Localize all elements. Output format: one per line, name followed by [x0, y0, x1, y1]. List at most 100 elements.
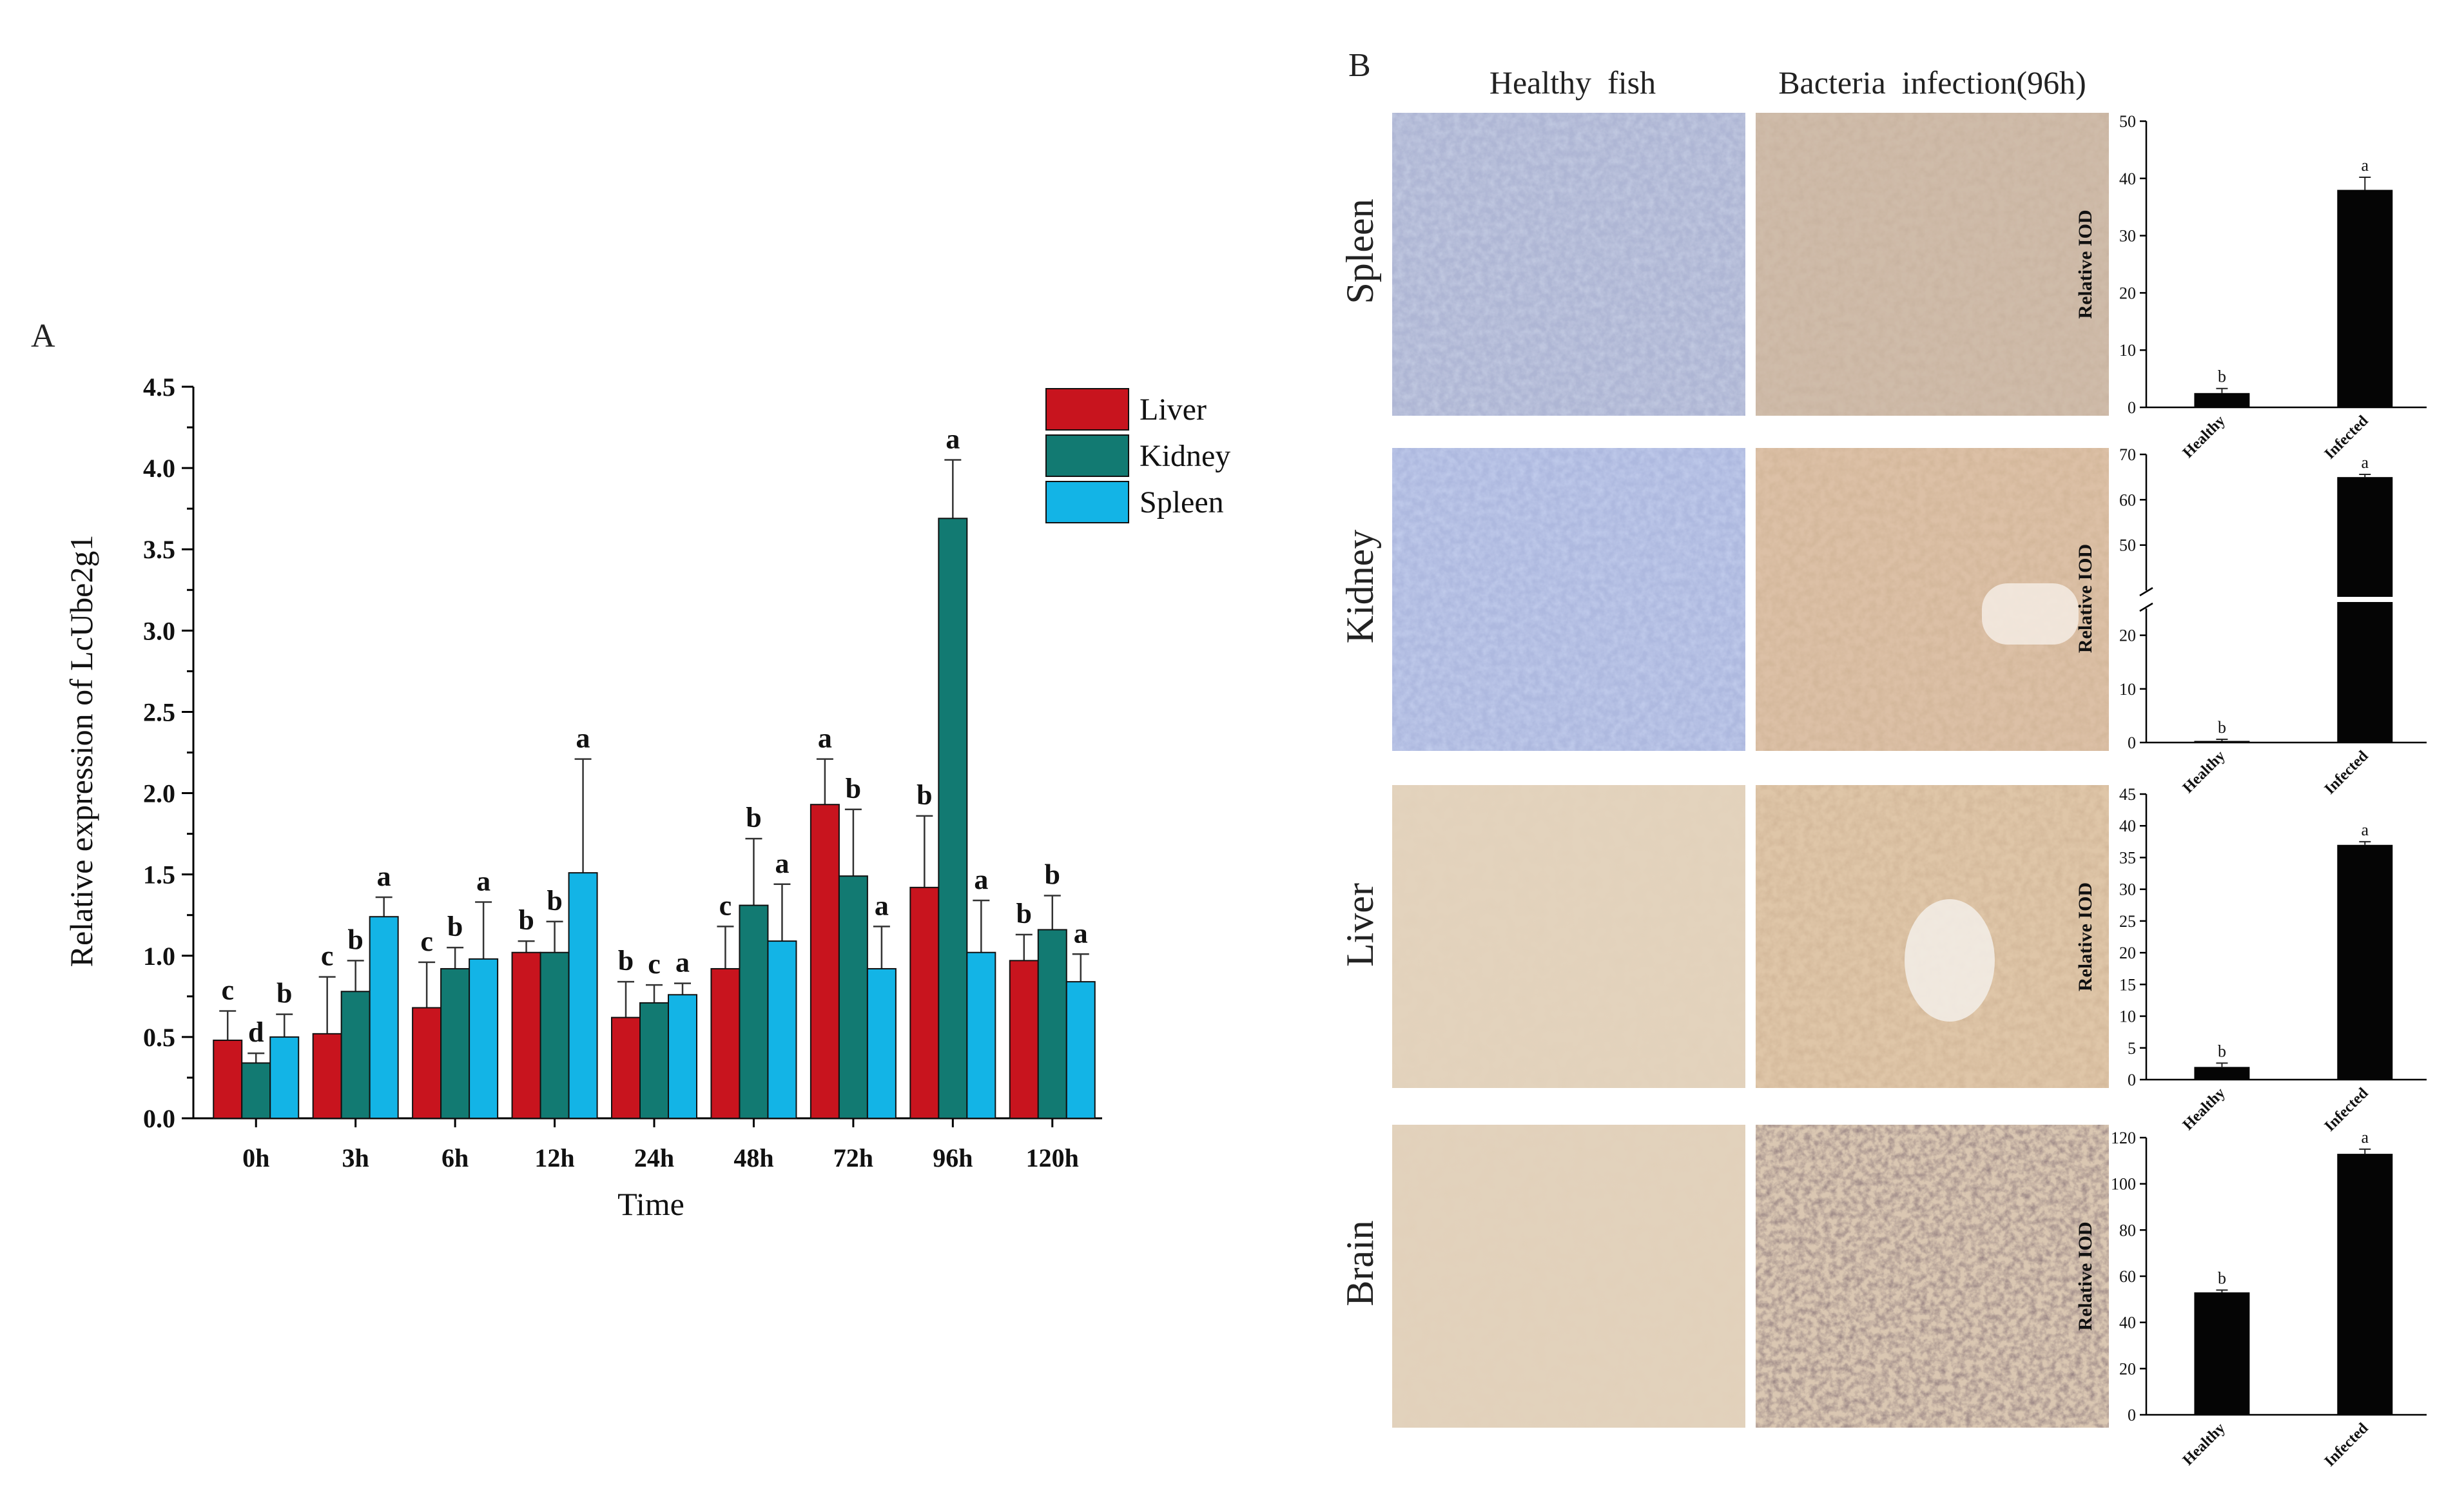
micrograph-spleen-healthy [1392, 113, 1745, 416]
row-label-brain: Brain [1339, 1220, 1381, 1306]
y-tick-label: 25 [2119, 912, 2136, 931]
significance-letter: c [648, 948, 661, 980]
x-tick-label: Infected [2322, 747, 2372, 797]
bar-spleen [767, 940, 797, 1119]
row-label-kidney: Kidney [1339, 530, 1381, 644]
y-tick-label: 0 [2128, 733, 2136, 752]
legend-swatch-kidney [1045, 434, 1129, 477]
x-tick-label: Infected [2322, 1084, 2372, 1134]
micrograph-kidney-healthy [1392, 448, 1745, 751]
panel-label-a: A [31, 318, 55, 355]
y-tick-label: 10 [2119, 1007, 2136, 1026]
significance-letter: b [618, 945, 634, 976]
bar-infected [2337, 844, 2393, 1080]
bar-infected [2337, 189, 2393, 407]
bar-kidney [639, 1002, 669, 1120]
significance-letter: a [1074, 917, 1088, 949]
bar-kidney [539, 951, 570, 1119]
significance-letter: c [719, 889, 732, 921]
x-tick-label: 0h [242, 1143, 269, 1172]
significance-letter: a [875, 889, 889, 921]
x-tick-label: Infected [2322, 1419, 2372, 1470]
significance-letter: a [675, 947, 690, 978]
bar-healthy [2194, 1067, 2250, 1080]
bar-kidney [440, 967, 470, 1120]
bar-spleen [966, 951, 996, 1119]
y-tick-label: 20 [2119, 1359, 2136, 1378]
y-tick-label: 40 [2119, 170, 2136, 188]
bar-healthy [2194, 393, 2250, 407]
significance-letter: a [974, 864, 988, 895]
y-tick-label: 10 [2119, 680, 2136, 699]
significance-letter: d [248, 1016, 264, 1048]
bar-kidney [340, 991, 371, 1120]
significance-letter: a [476, 866, 490, 897]
y-tick-label: 40 [2119, 1314, 2136, 1332]
y-axis-label: Relative IOD [2075, 544, 2096, 653]
x-tick-label: 120h [1026, 1143, 1079, 1172]
bar-liver [213, 1039, 243, 1120]
significance-letter: a [946, 423, 960, 455]
row-label-spleen: Spleen [1339, 199, 1381, 304]
significance-letter: b [518, 904, 534, 936]
micrograph-liver-healthy [1392, 785, 1745, 1088]
legend-label-spleen: Spleen [1140, 485, 1224, 520]
x-tick-label: 12h [534, 1143, 574, 1172]
y-tick-label: 20 [2119, 284, 2136, 302]
bar-liver [1009, 960, 1039, 1120]
micrograph-brain-infected [1756, 1125, 2109, 1428]
y-tick-label: 0 [2128, 1406, 2136, 1424]
x-tick-label: 6h [441, 1143, 469, 1172]
significance-letter: a [2362, 156, 2369, 175]
y-tick-label: 5 [2128, 1039, 2136, 1058]
panel-label-b: B [1348, 47, 1371, 84]
y-tick-label: 15 [2119, 975, 2136, 994]
y-tick-label: 60 [2119, 491, 2136, 509]
bar-liver [909, 886, 940, 1120]
y-tick-label: 3.5 [143, 535, 175, 564]
bar-liver [611, 1016, 641, 1119]
y-tick-label: 60 [2119, 1267, 2136, 1286]
bar-kidney [241, 1062, 271, 1119]
row-label-liver: Liver [1339, 883, 1381, 967]
chart-b-liver: Relative IOD 0 5 10 15 20 25 30 35 40 45 b Healthy a I… [2075, 785, 2427, 1135]
significance-letter: b [846, 773, 861, 804]
x-tick-label: 96h [933, 1143, 973, 1172]
bar-spleen [1065, 981, 1096, 1119]
significance-letter: a [818, 723, 832, 754]
significance-letter: b [2218, 718, 2226, 737]
bar-liver [312, 1033, 342, 1120]
y-tick-label: 4.0 [143, 454, 175, 483]
significance-letter: a [377, 860, 391, 892]
legend-label-liver: Liver [1140, 393, 1207, 427]
bar-spleen [568, 872, 598, 1119]
y-axis-label: Relative IOD [2075, 882, 2096, 991]
y-tick-label: 1.0 [143, 942, 175, 971]
bar-kidney [938, 518, 968, 1119]
bar-spleen [269, 1036, 300, 1120]
y-tick-label: 20 [2119, 627, 2136, 645]
bar-healthy [2194, 1292, 2250, 1415]
y-tick-label: 30 [2119, 880, 2136, 899]
y-tick-label: 0 [2128, 1071, 2136, 1089]
micrograph-kidney-infected [1756, 448, 2109, 751]
bar-spleen [369, 916, 399, 1119]
significance-letter: a [775, 848, 789, 879]
x-tick-label: Healthy [2180, 748, 2229, 797]
y-tick-label: 50 [2119, 536, 2136, 555]
significance-letter: c [321, 940, 334, 972]
y-tick-label: 45 [2119, 785, 2136, 804]
y-axis-label: Relative expression of LcUbe2g1 [63, 535, 99, 967]
bar-kidney [739, 904, 769, 1119]
significance-letter: b [276, 978, 292, 1009]
x-tick-label: 3h [342, 1143, 369, 1172]
legend-label-kidney: Kidney [1140, 439, 1230, 473]
legend-swatch-liver [1045, 388, 1129, 431]
y-tick-label: 100 [2111, 1175, 2136, 1194]
x-tick-label: 72h [833, 1143, 873, 1172]
y-tick-label: 0 [2128, 398, 2136, 417]
significance-letter: c [221, 975, 234, 1006]
significance-letter: a [2362, 1128, 2369, 1147]
chart-b-kidney: Relative IOD 0 10 20 50 60 70 b Healthy a Infected [2075, 445, 2427, 798]
